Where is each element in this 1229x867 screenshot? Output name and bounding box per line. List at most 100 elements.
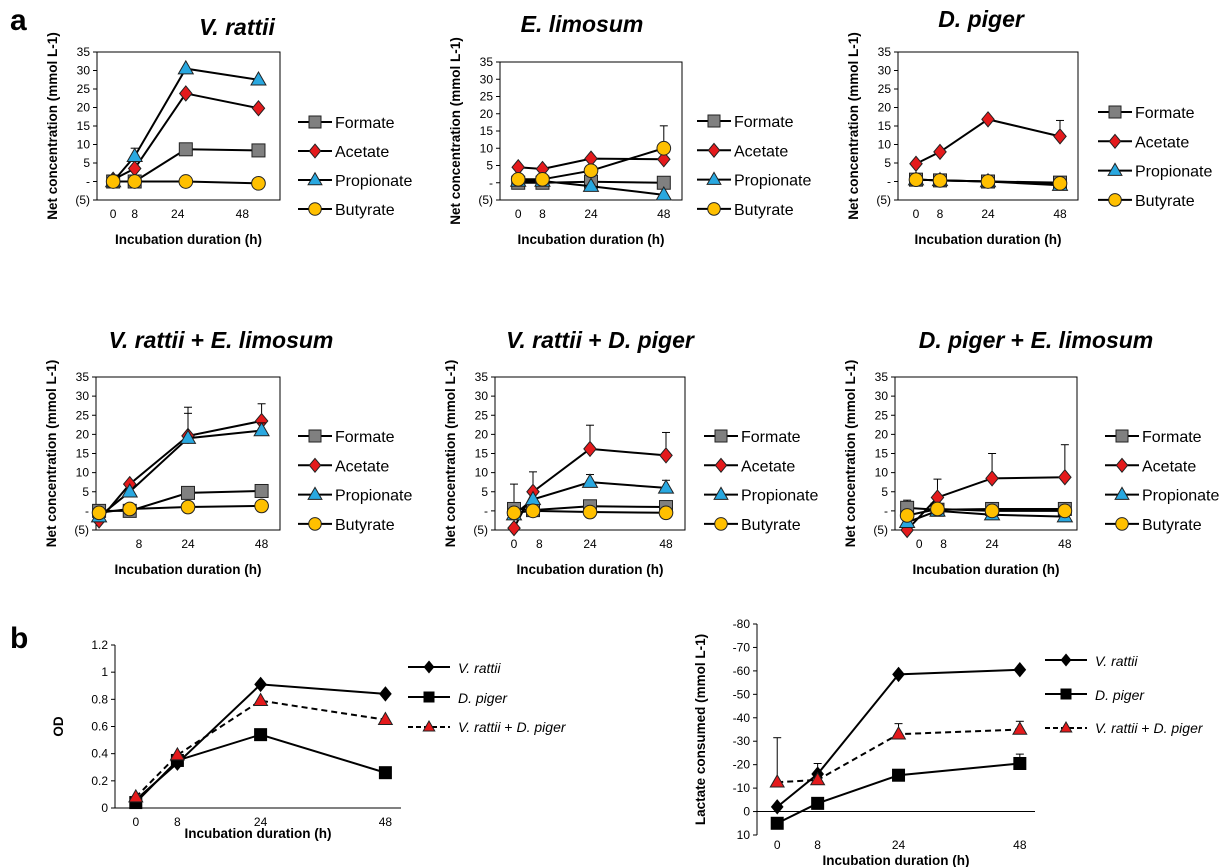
legend-entry: Formate bbox=[704, 429, 801, 446]
legend-label: V. rattii + D. piger bbox=[1095, 720, 1204, 736]
chart-a5: (5) - 5 10 15 20 25 30 35 0 8 24 48 Incubation durati… bbox=[443, 327, 818, 577]
legend-marker bbox=[1059, 720, 1073, 733]
legend-entry: Propionate bbox=[1098, 162, 1212, 181]
chart-title: V. rattii + D. piger bbox=[506, 327, 695, 353]
y-tick-label: 35 bbox=[875, 370, 889, 384]
chart-title-part: D. piger bbox=[608, 327, 695, 353]
legend-label: Butyrate bbox=[734, 202, 794, 219]
legend-label-part: + bbox=[501, 719, 517, 735]
data-point bbox=[1012, 721, 1028, 735]
legend-entry: V. rattii + D. piger bbox=[1045, 720, 1204, 736]
data-point bbox=[658, 505, 674, 521]
series-line bbox=[518, 180, 664, 184]
chart-title: D. piger bbox=[938, 6, 1025, 32]
data-point bbox=[583, 440, 597, 458]
series-line bbox=[776, 762, 1020, 825]
data-point bbox=[178, 174, 194, 189]
y-tick-label: 15 bbox=[480, 124, 494, 138]
x-tick-label: 8 bbox=[536, 537, 543, 551]
y-tick-label: 15 bbox=[475, 447, 489, 461]
legend-marker bbox=[1114, 486, 1130, 500]
y-tick-label: (5) bbox=[876, 193, 891, 207]
x-tick-label: 0 bbox=[110, 207, 117, 221]
legend-label-part: + bbox=[1138, 720, 1154, 736]
y-axis-label: Net concentration (mmol L-1) bbox=[443, 360, 458, 548]
legend-label: Formate bbox=[335, 429, 395, 446]
data-point bbox=[122, 501, 138, 517]
y-tick-label: 5 bbox=[481, 485, 488, 499]
y-tick-label: - bbox=[489, 176, 493, 190]
legend-entry: Butyrate bbox=[704, 517, 801, 534]
x-axis-label: Incubation duration (h) bbox=[115, 232, 262, 247]
data-point bbox=[1013, 756, 1027, 770]
chart-title-part: E. limosum bbox=[521, 11, 644, 37]
y-axis-label: Net concentration (mmol L-1) bbox=[44, 360, 59, 548]
legend-label: D. piger bbox=[458, 690, 508, 706]
y-tick-label: 1.2 bbox=[91, 638, 108, 652]
legend-label-part: D. piger bbox=[1154, 720, 1204, 736]
x-tick-label: 8 bbox=[539, 207, 546, 221]
y-axis-label: Net concentration (mmol L-1) bbox=[843, 360, 858, 548]
data-point bbox=[128, 788, 144, 803]
legend-marker bbox=[714, 517, 728, 531]
y-tick-label: 35 bbox=[76, 370, 90, 384]
data-point bbox=[892, 666, 905, 683]
series-line bbox=[906, 507, 1065, 517]
series-line bbox=[518, 147, 665, 181]
y-tick-label: 10 bbox=[77, 138, 91, 152]
data-point bbox=[1057, 503, 1073, 519]
legend-marker bbox=[714, 429, 728, 443]
series-butyrate bbox=[908, 172, 1068, 191]
data-point bbox=[252, 692, 269, 706]
legend-entry: Butyrate bbox=[298, 517, 395, 534]
legend-label: V. rattii bbox=[1095, 653, 1138, 669]
series-d-piger bbox=[770, 753, 1027, 830]
legend-marker bbox=[1060, 653, 1072, 667]
x-tick-label: 0 bbox=[515, 207, 522, 221]
legend-label: Butyrate bbox=[741, 517, 801, 534]
data-point bbox=[932, 173, 948, 188]
legend-entry: D. piger bbox=[408, 690, 508, 706]
x-tick-label: 24 bbox=[985, 537, 999, 551]
y-tick-label: 30 bbox=[480, 72, 494, 86]
x-tick-label: 24 bbox=[181, 537, 195, 551]
data-point bbox=[127, 174, 143, 189]
legend-marker bbox=[1115, 517, 1129, 531]
data-point bbox=[535, 171, 550, 187]
y-tick-label: 15 bbox=[77, 119, 91, 133]
legend-label: D. piger bbox=[1095, 687, 1145, 703]
data-point bbox=[105, 174, 121, 189]
data-point bbox=[984, 503, 1000, 519]
data-point bbox=[659, 447, 673, 464]
x-tick-label: 0 bbox=[774, 838, 781, 852]
legend-label-part: D. piger bbox=[517, 719, 567, 735]
legend-label: Propionate bbox=[734, 173, 811, 190]
y-tick-label: 35 bbox=[480, 55, 494, 69]
legend-entry: Acetate bbox=[1098, 133, 1189, 151]
x-tick-label: 24 bbox=[583, 537, 597, 551]
legend-entry: Acetate bbox=[1105, 457, 1196, 475]
legend-entry: Butyrate bbox=[1105, 517, 1202, 534]
data-point bbox=[254, 676, 267, 693]
y-axis-label: OD bbox=[51, 716, 66, 737]
data-point bbox=[378, 766, 392, 780]
data-point bbox=[178, 142, 193, 157]
legend-entry: Propionate bbox=[704, 486, 818, 505]
legend-entry: Butyrate bbox=[1098, 193, 1195, 210]
legend-marker bbox=[1060, 688, 1072, 700]
legend-entry: V. rattii bbox=[408, 660, 501, 676]
x-tick-label: 48 bbox=[379, 815, 393, 829]
chart-title-part: E. limosum bbox=[1031, 327, 1154, 353]
series-line bbox=[98, 504, 262, 514]
series-butyrate bbox=[510, 125, 672, 187]
x-tick-label: 48 bbox=[255, 537, 269, 551]
series-line bbox=[915, 178, 1061, 185]
data-point bbox=[250, 70, 267, 86]
legend-label: Propionate bbox=[335, 173, 412, 190]
x-tick-label: 0 bbox=[132, 815, 139, 829]
data-point bbox=[582, 504, 598, 520]
x-tick-label: 48 bbox=[657, 207, 671, 221]
y-tick-label: 20 bbox=[76, 427, 90, 441]
y-tick-label: 10 bbox=[875, 466, 889, 480]
data-point bbox=[656, 151, 671, 168]
